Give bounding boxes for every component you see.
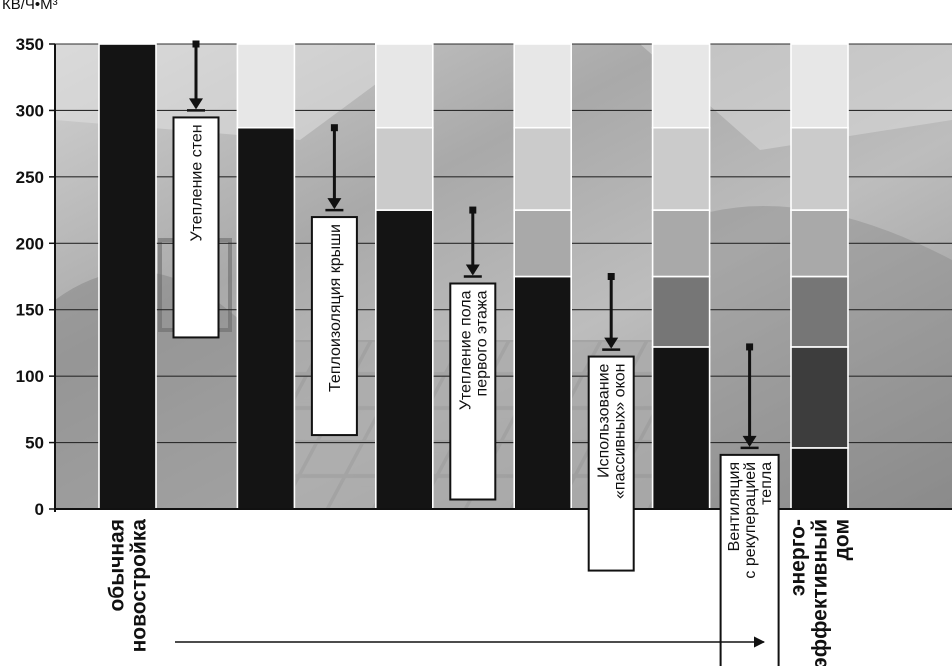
- annotation-box: [449, 282, 497, 501]
- annotations: Утепление стен Теплоизоляция крыши Утеплен…: [172, 40, 780, 671]
- annotation-box: [587, 355, 635, 572]
- bar-segment: [374, 43, 434, 129]
- bar-segment: [513, 43, 573, 129]
- bar-segment: [651, 43, 711, 129]
- annotation-text: «пассивных» окон: [612, 364, 629, 499]
- annotation-text: Использование: [596, 363, 613, 477]
- bar-segment: [651, 209, 711, 278]
- y-tick-label: 250: [16, 168, 44, 187]
- annotation-arrow-head: [327, 198, 342, 210]
- bar-segment: [651, 275, 711, 348]
- bar-segment: [374, 209, 434, 510]
- category-labels: обычная новостройка энерго-эффективный дом: [106, 519, 854, 669]
- category-label: обычная новостройка: [106, 519, 151, 653]
- y-tick-label: 200: [16, 234, 44, 253]
- annotation-box: [172, 116, 220, 339]
- annotation-arrow-head: [742, 435, 757, 447]
- annotation-text: тепла: [758, 462, 775, 505]
- annotation-text: Вентиляция: [726, 462, 743, 551]
- bars: [98, 43, 849, 510]
- annotation-text: первого этажа: [473, 290, 490, 396]
- annotation-label: Теплоизоляция крыши: [327, 224, 344, 392]
- y-tick-label: 50: [25, 434, 44, 453]
- annotation-box: [310, 216, 358, 437]
- bar-segment: [651, 126, 711, 211]
- y-tick-label: 300: [16, 101, 44, 120]
- axes: 0 50 100 150 200 250 300 350: [16, 35, 952, 519]
- annotation-text: Утепление стен: [189, 124, 206, 241]
- bar-segment: [236, 126, 296, 510]
- y-tick-label: 150: [16, 301, 44, 320]
- category-label-line: новостройка: [128, 519, 151, 653]
- category-label-line: эффективный: [809, 519, 832, 666]
- annotation-text: Утепление пола: [457, 290, 474, 410]
- annotation-label: Использование «пассивных» окон: [596, 363, 629, 498]
- annotation-label: Вентиляция с рекуперацией тепла: [726, 462, 775, 579]
- category-label-line: энерго-: [787, 519, 810, 596]
- bar-segment: [513, 275, 573, 510]
- annotation-box: [719, 453, 780, 671]
- y-axis-label: КВ/Ч•М³: [2, 0, 58, 13]
- bar-segment: [513, 126, 573, 211]
- bar-segment: [790, 447, 849, 510]
- category-label-line: дом: [831, 519, 854, 560]
- bar-segment: [651, 346, 711, 510]
- bar-segment: [790, 275, 849, 348]
- bar-segment: [790, 346, 849, 449]
- annotation-arrow-head: [465, 264, 480, 276]
- bar-segment: [374, 126, 434, 211]
- y-tick-label: 0: [35, 500, 44, 519]
- category-label-line: обычная: [106, 519, 129, 612]
- y-tick-label: 100: [16, 367, 44, 386]
- bar-segment: [98, 43, 157, 510]
- bar-segment: [790, 43, 849, 129]
- bar-segment: [236, 43, 296, 129]
- annotation-label: Утепление стен: [189, 124, 206, 241]
- bar-segment: [790, 126, 849, 211]
- y-tick-label: 350: [16, 35, 44, 54]
- annotation-arrow-head: [604, 337, 619, 349]
- bar-segment: [790, 209, 849, 278]
- category-label: энерго-эффективный дом: [787, 519, 854, 669]
- annotation-text: Теплоизоляция крыши: [327, 224, 344, 392]
- annotation-arrow-head: [189, 98, 203, 110]
- annotation-text: с рекуперацией: [742, 462, 759, 579]
- bar-segment: [513, 209, 573, 278]
- annotation-label: Утепление пола первого этажа: [457, 290, 490, 410]
